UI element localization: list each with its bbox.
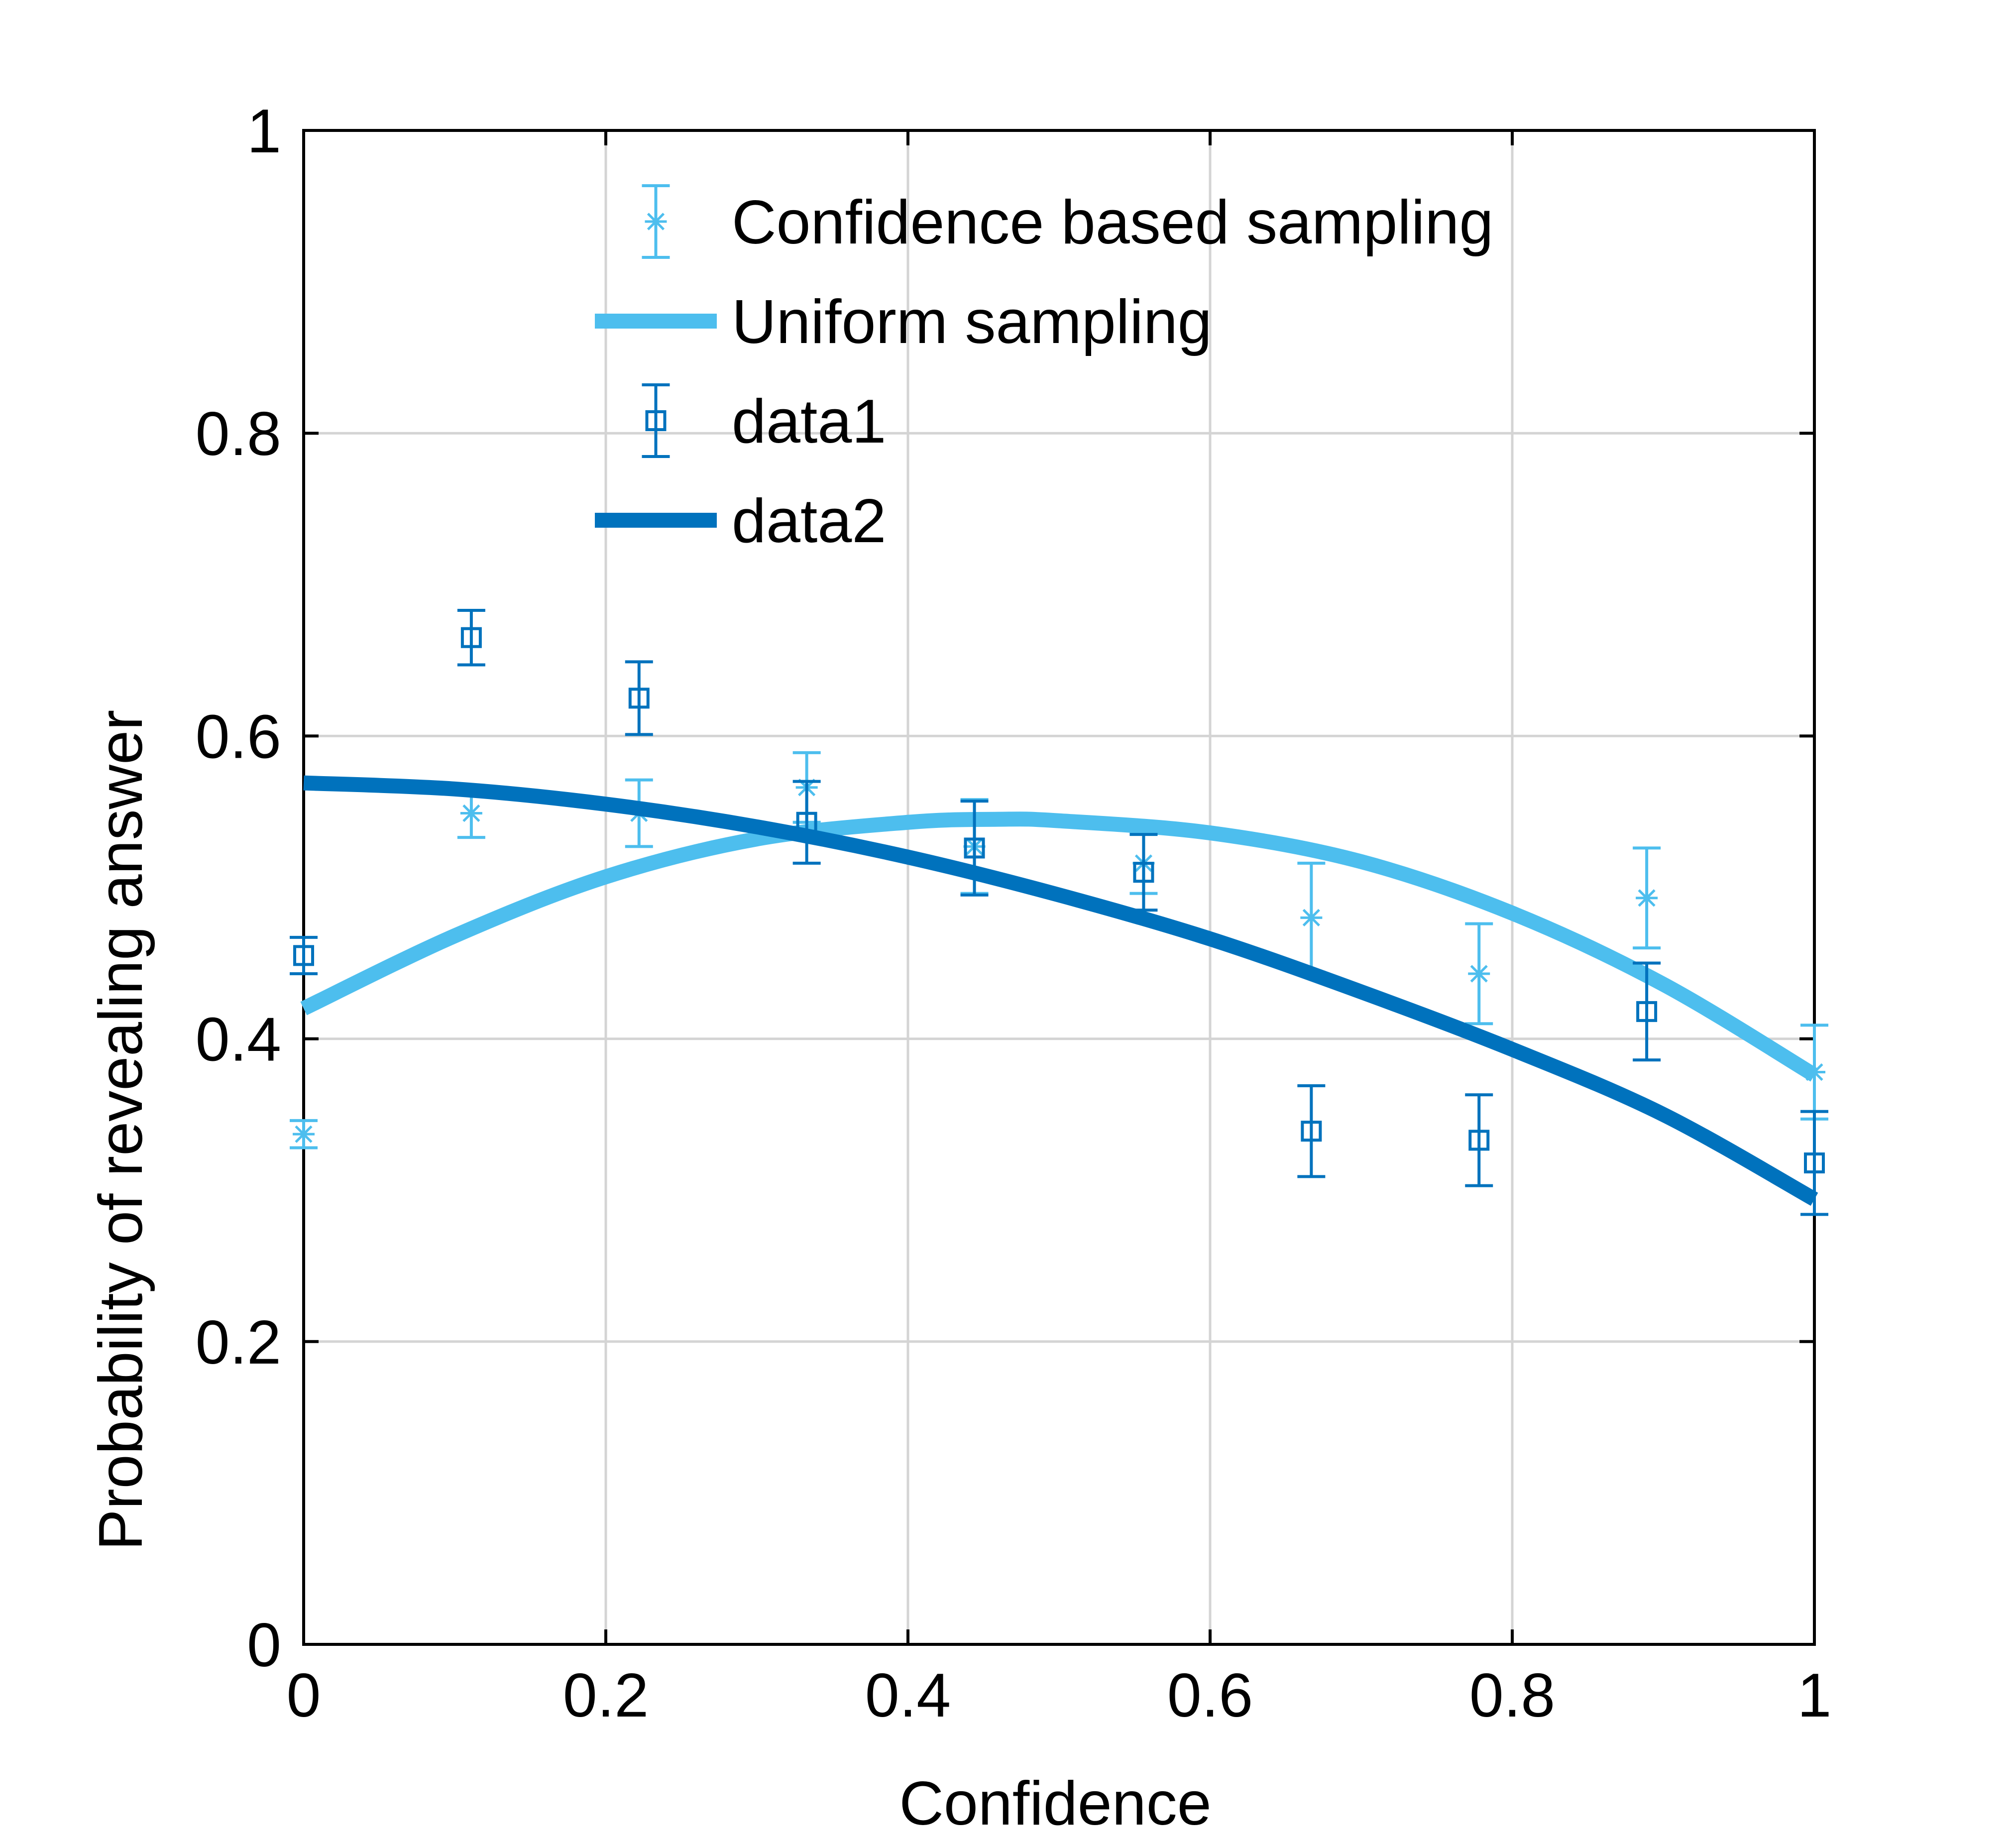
marker-stroke xyxy=(462,804,480,822)
legend-item: Confidence based sampling xyxy=(642,184,1493,259)
legend-label: data1 xyxy=(732,387,886,456)
legend-item: data2 xyxy=(595,487,886,556)
data-point xyxy=(1468,962,1490,985)
data-point xyxy=(460,627,482,648)
data-point xyxy=(1804,1152,1825,1173)
x-tick-label: 1 xyxy=(1797,1661,1832,1730)
legend-label: data2 xyxy=(732,487,886,556)
y-tick-label: 0.4 xyxy=(196,1006,281,1074)
legend: Confidence based sampling Uniform samplin… xyxy=(595,184,1493,556)
marker-stroke xyxy=(295,1125,313,1143)
x-tick-label: 0.6 xyxy=(1167,1661,1253,1730)
y-tick-label: 0.2 xyxy=(196,1308,281,1377)
series-line xyxy=(303,775,1818,1206)
series xyxy=(290,608,1828,1216)
series-uniform-sampling xyxy=(300,811,1818,1082)
x-tick-label: 0 xyxy=(287,1661,321,1730)
x-tick-label: 0.2 xyxy=(563,1661,649,1730)
data-point xyxy=(1636,1001,1658,1022)
y-tick-label: 0.6 xyxy=(196,702,281,771)
y-tick-label: 0 xyxy=(247,1611,281,1680)
axes xyxy=(302,129,1816,1646)
legend-label: Confidence based sampling xyxy=(732,188,1493,257)
x-axis-label: Confidence xyxy=(899,1769,1211,1838)
y-tick-label: 1 xyxy=(247,97,281,166)
plot-frame xyxy=(302,129,1816,1646)
data-point xyxy=(628,688,650,709)
series-data2 xyxy=(303,775,1818,1206)
legend-marker xyxy=(645,410,667,431)
marker-stroke xyxy=(1302,909,1320,926)
data-point xyxy=(1300,907,1323,929)
legend-item: data1 xyxy=(642,383,886,458)
tick-labels: 0 0.2 0.4 0.6 0.8 1 0 0.2 0.4 0.6 0.8 1 xyxy=(196,97,1832,1730)
legend-marker xyxy=(645,211,667,232)
series-data1 xyxy=(290,608,1828,1216)
legend-label: Uniform sampling xyxy=(732,288,1212,356)
legend-item: Uniform sampling xyxy=(595,288,1212,356)
data-point xyxy=(293,1123,315,1146)
data-point xyxy=(1468,1130,1490,1151)
grid xyxy=(304,130,1814,1644)
series-line xyxy=(300,811,1818,1082)
data-point xyxy=(460,802,482,824)
data-point xyxy=(293,945,314,966)
data-point xyxy=(964,837,985,859)
x-tick-label: 0.4 xyxy=(865,1661,951,1730)
y-axis-label: Probability of revealing answer xyxy=(87,710,155,1551)
marker-stroke xyxy=(1470,965,1488,983)
marker-stroke xyxy=(647,213,665,230)
data-point xyxy=(1301,1121,1322,1142)
x-tick-label: 0.8 xyxy=(1469,1661,1555,1730)
data-point xyxy=(1133,862,1154,883)
marker-stroke xyxy=(1638,889,1656,907)
y-tick-label: 0.8 xyxy=(196,400,281,468)
data-point xyxy=(1636,887,1658,909)
